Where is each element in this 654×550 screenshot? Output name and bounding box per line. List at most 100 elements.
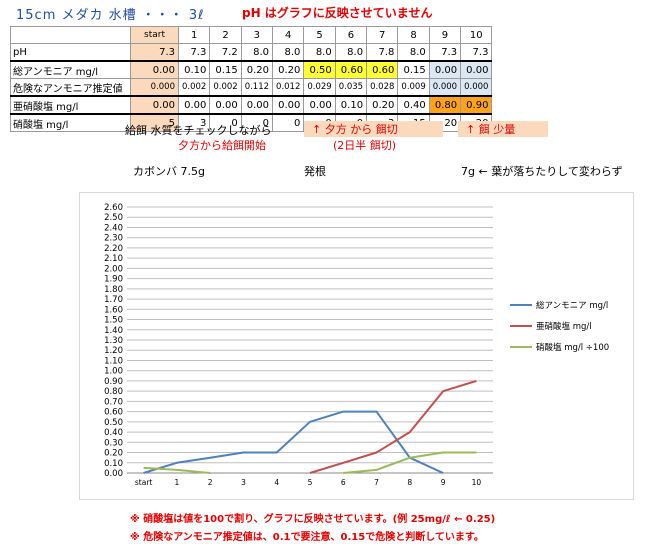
x-tick-label: 2 [208, 478, 213, 487]
x-tick-label: 4 [274, 478, 279, 487]
table-cell: 8.0 [272, 43, 305, 62]
kabomba-note: カボンバ 7.5g [133, 165, 205, 178]
y-tick-label: 0.10 [104, 459, 123, 469]
table-cell: 0.029 [303, 78, 336, 97]
y-tick-label: 1.30 [104, 336, 123, 346]
table-row-danger-ammonia: 危険なアンモニア推定値 0.000 0.002 0.002 0.112 0.01… [10, 78, 493, 97]
table-cell: 0.20 [366, 95, 399, 115]
row-label: 危険なアンモニア推定値 [10, 78, 131, 97]
table-row-ph: pH 7.3 7.3 7.2 8.0 8.0 8.0 8.0 7.8 8.0 7… [10, 43, 493, 62]
feed-start-note: 夕方から給餌開始 [178, 139, 266, 152]
cut-feed-note: ↑ 夕方 から 餌切 [304, 121, 443, 137]
table-cell: 0.80 [428, 95, 462, 115]
table-cell: 8.0 [240, 43, 274, 62]
col-header: 5 [303, 26, 336, 44]
y-tick-label: 1.60 [104, 305, 123, 315]
table-row-ammonia: 総アンモニア mg/l 0.00 0.10 0.15 0.20 0.20 0.5… [10, 60, 493, 79]
col-header: 6 [334, 26, 368, 44]
table-cell: 0.00 [272, 95, 305, 115]
table-cell: 0.60 [366, 60, 399, 79]
table-cell: 0.15 [209, 60, 242, 79]
x-tick-label: 5 [308, 478, 313, 487]
y-tick-label: 0.20 [104, 449, 123, 459]
col-header: 4 [272, 26, 305, 44]
y-tick-label: 2.30 [104, 234, 123, 244]
y-tick-label: 0.90 [104, 377, 123, 387]
table-cell: 0.000 [130, 78, 179, 97]
table-corner [10, 26, 131, 44]
table-cell: 0.000 [460, 78, 493, 97]
y-tick-label: 0.60 [104, 408, 123, 418]
table-cell: 0.60 [334, 60, 368, 79]
leaves-note: 7g ← 葉が落ちたりして変わらず [461, 165, 623, 178]
x-tick-label: start [135, 478, 153, 487]
col-header: 7 [366, 26, 399, 44]
y-tick-label: 0.40 [104, 428, 123, 438]
ammonia-footnote: ※ 危険なアンモニア推定値は、0.1で要注意、0.15で危険と判断しています。 [130, 532, 484, 543]
page-title: 15cm メダカ 水槽 ・・・ 3ℓ [16, 8, 205, 23]
row-label: 総アンモニア mg/l [10, 60, 131, 79]
nitrate-footnote: ※ 硝酸塩は値を100で割り、グラフに反映させています。(例 25mg/ℓ ← … [130, 514, 496, 525]
table-cell: 7.3 [177, 43, 211, 62]
y-tick-label: 1.70 [104, 295, 123, 305]
y-tick-label: 1.50 [104, 316, 123, 326]
table-cell: 0 [209, 113, 242, 132]
half-day-note: (2日半 餌切) [333, 139, 397, 152]
table-cell: 0.002 [209, 78, 242, 97]
table-cell: 0.00 [130, 95, 179, 115]
table-cell: 0.028 [366, 78, 399, 97]
table-cell: 0.00 [303, 95, 336, 115]
y-tick-label: 1.10 [104, 356, 123, 366]
y-tick-label: 0.00 [104, 469, 123, 479]
series-line [143, 451, 477, 474]
table-cell: 0.00 [130, 60, 179, 79]
table-cell: 7.3 [428, 43, 462, 62]
y-tick-label: 1.20 [104, 346, 123, 356]
col-header: 1 [177, 26, 211, 44]
table-cell: 0.012 [272, 78, 305, 97]
table-cell: 0.50 [303, 60, 336, 79]
table-cell: 0.00 [177, 95, 211, 115]
ph-note: pH はグラフに反映させていません [242, 6, 433, 20]
legend-label: 硝酸塩 mg/l ÷100 [536, 342, 609, 353]
row-label: 硝酸塩 mg/l [10, 113, 131, 132]
rooting-note: 発根 [304, 165, 326, 178]
table-cell: 8.0 [303, 43, 336, 62]
table-cell: 0.20 [272, 60, 305, 79]
table-cell: 0.10 [177, 60, 211, 79]
table-cell: 7.2 [209, 43, 242, 62]
y-tick-label: 2.20 [104, 244, 123, 254]
y-tick-label: 1.00 [104, 367, 123, 377]
table-cell: 0.10 [334, 95, 368, 115]
y-tick-label: 2.00 [104, 264, 123, 274]
x-tick-label: 9 [441, 478, 446, 487]
table-cell: 0.40 [397, 95, 430, 115]
table-cell: 7.3 [460, 43, 493, 62]
y-tick-label: 2.60 [104, 203, 123, 213]
col-header: start [130, 26, 179, 44]
y-tick-label: 1.80 [104, 285, 123, 295]
table-cell: 7.3 [130, 43, 179, 62]
table-cell: 0.00 [209, 95, 242, 115]
y-tick-label: 2.10 [104, 254, 123, 264]
y-tick-label: 2.50 [104, 213, 123, 223]
legend-label: 亜硝酸塩 mg/l [536, 321, 592, 332]
x-tick-label: 10 [472, 478, 482, 487]
chart-frame: 0.00 0.10 0.20 0.30 0.40 0.50 0.60 0.70 0.80 0.90… [79, 192, 634, 500]
y-tick-label: 0.70 [104, 397, 123, 407]
series-line [309, 379, 477, 474]
col-header: 9 [428, 26, 462, 44]
y-tick-label: 0.50 [104, 418, 123, 428]
line-chart: 0.000.100.200.300.400.500.600.700.800.90… [104, 203, 609, 487]
x-tick-label: 7 [374, 478, 379, 487]
table-cell: 0.002 [177, 78, 211, 97]
row-label: 亜硝酸塩 mg/l [10, 95, 131, 115]
table-cell: 8.0 [397, 43, 430, 62]
table-cell: 0.00 [460, 60, 493, 79]
row-label: pH [10, 43, 131, 62]
col-header: 3 [240, 26, 274, 44]
table-header-row: start 1 2 3 4 5 6 7 8 9 10 [10, 26, 493, 44]
table-cell: 0.00 [428, 60, 462, 79]
x-tick-label: 6 [341, 478, 346, 487]
y-tick-label: 2.40 [104, 223, 123, 233]
